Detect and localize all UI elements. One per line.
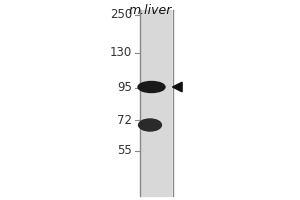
Bar: [141, 10, 171, 196]
Ellipse shape: [139, 119, 161, 131]
Text: 55: 55: [117, 144, 132, 158]
Ellipse shape: [138, 82, 165, 92]
Text: 250: 250: [110, 8, 132, 21]
Text: 72: 72: [117, 114, 132, 127]
Polygon shape: [172, 82, 182, 92]
Text: m.liver: m.liver: [128, 4, 172, 17]
Text: 95: 95: [117, 81, 132, 94]
Text: 130: 130: [110, 46, 132, 60]
